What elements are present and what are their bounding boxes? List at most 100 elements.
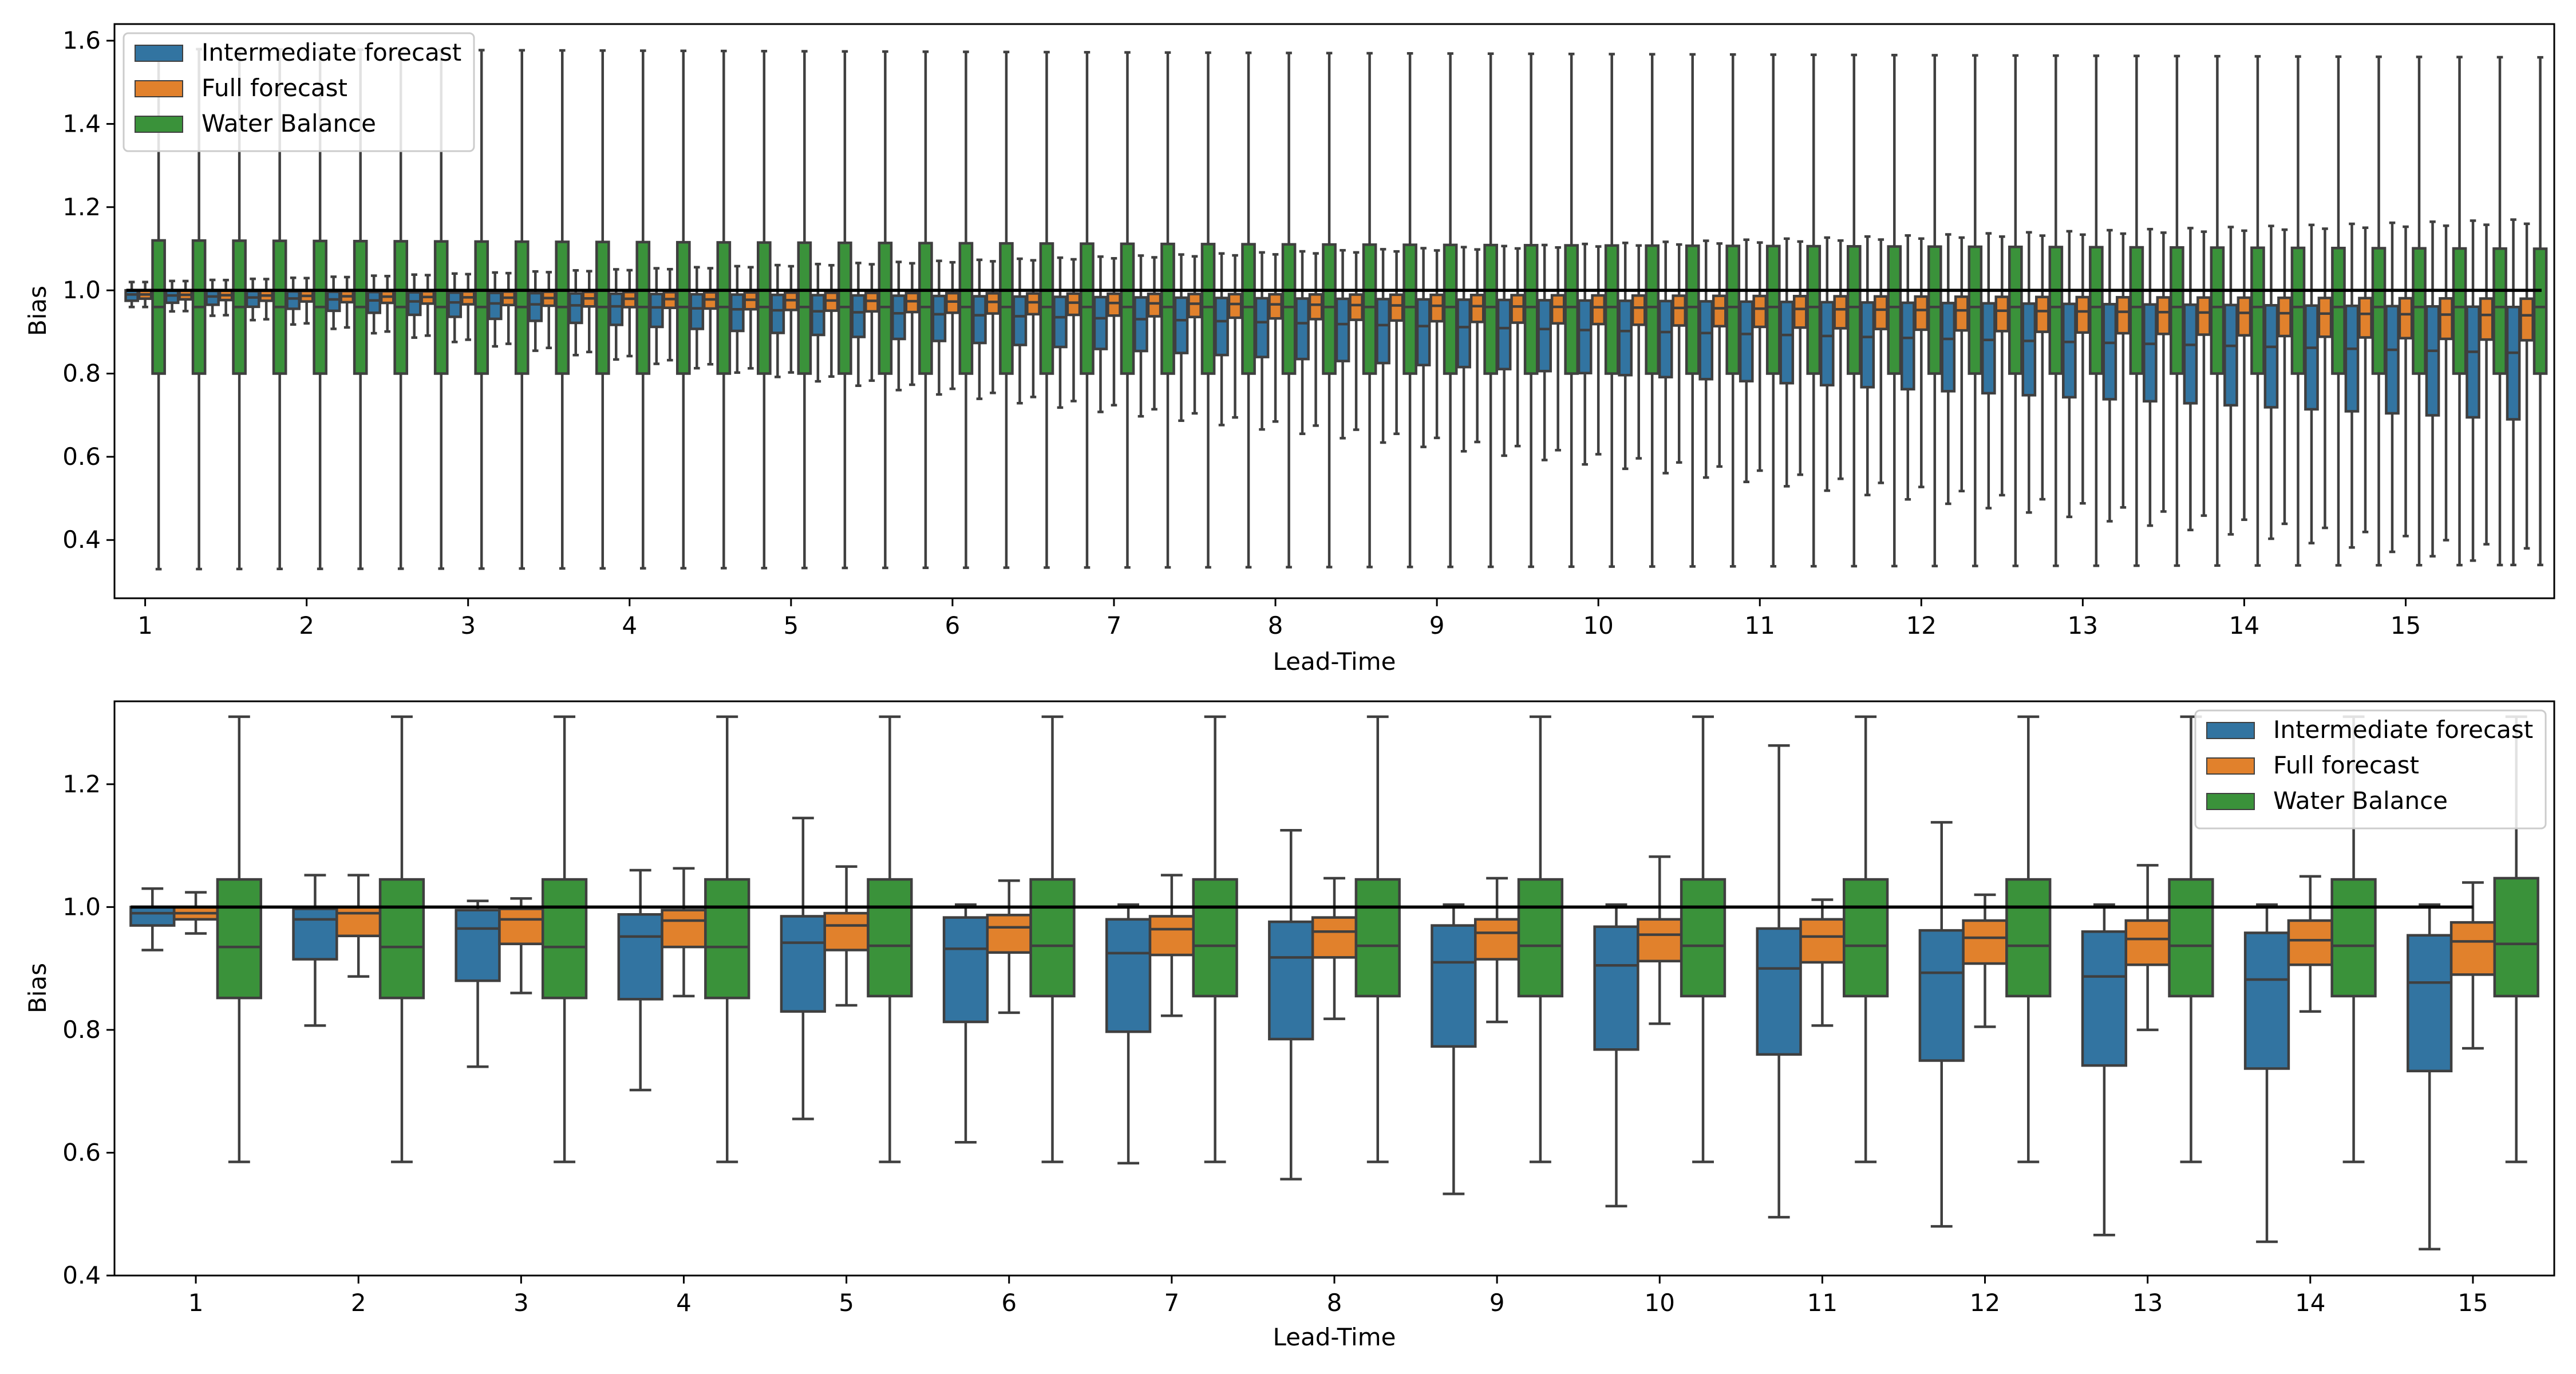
top-box-intermediate-17 (770, 263, 785, 378)
top-box-intermediate-39 (1658, 240, 1673, 475)
top-box-full-22-body (985, 292, 1001, 315)
top-box-full-34 (1469, 248, 1485, 444)
top-box-intermediate-15 (689, 266, 705, 370)
top-box-full-45-body (1914, 295, 1929, 331)
bottom-box-intermediate-13-body (2081, 930, 2128, 1067)
bottom-box-intermediate-10 (1593, 903, 1639, 1208)
top-legend-label-intermediate: Intermediate forecast (202, 38, 461, 66)
top-box-intermediate-40-body (1698, 300, 1714, 381)
top-box-water-51-body (2170, 246, 2184, 375)
top-box-water-45 (1927, 54, 1942, 567)
top-box-water-59 (2492, 56, 2507, 567)
top-box-full-43 (1833, 239, 1848, 480)
top-box-intermediate-53-body (2223, 303, 2238, 407)
top-box-intermediate-55-body (2304, 304, 2319, 411)
top-box-intermediate-50-body (2102, 303, 2117, 401)
bottom-box-water-1 (216, 715, 262, 1163)
top-ytick-label: 0.6 (62, 443, 101, 471)
top-box-water-15 (716, 49, 732, 570)
top-xtick-label: 1 (137, 611, 153, 639)
top-box-intermediate-51-body (2143, 303, 2158, 403)
top-box-intermediate-53 (2223, 226, 2238, 536)
top-x-axis: 1 2 3 4 5 6 7 8 9 10 11 12 13 14 15 (137, 598, 2421, 639)
bottom-box-full-8 (1311, 876, 1358, 1020)
top-box-full-21-body (945, 291, 960, 314)
top-box-full-2 (178, 279, 193, 313)
bottom-box-water-11 (1843, 715, 1889, 1163)
bottom-box-water-13-body (2168, 878, 2214, 998)
top-box-full-14 (662, 267, 678, 362)
top-box-intermediate-44-body (1860, 301, 1875, 389)
top-box-full-38 (1631, 244, 1646, 460)
top-box-full-30 (1308, 252, 1323, 427)
top-box-water-27-body (1200, 243, 1216, 375)
top-xtick-label: 12 (1906, 611, 1937, 639)
bottom-box-full-9 (1473, 876, 1520, 1024)
top-box-water-30 (1322, 52, 1337, 568)
top-box-full-55-body (2317, 297, 2333, 338)
top-ytick-label: 0.8 (62, 360, 101, 388)
bottom-box-water-13 (2168, 715, 2214, 1163)
top-box-full-23 (1026, 259, 1041, 398)
top-box-full-57-body (2398, 297, 2413, 339)
top-box-intermediate-6-body (326, 290, 341, 313)
top-box-water-20 (918, 50, 933, 570)
top-box-intermediate-60 (2506, 218, 2521, 567)
top-box-full-34-body (1469, 294, 1485, 323)
bottom-box-water-9-body (1517, 878, 1564, 998)
bottom-ytick-label: 0.8 (62, 1016, 101, 1044)
bottom-box-full-4-body (661, 909, 707, 949)
top-box-intermediate-41 (1739, 238, 1754, 483)
top-box-intermediate-31 (1335, 248, 1350, 440)
bottom-xtick-label: 15 (2458, 1289, 2488, 1317)
top-box-intermediate-16 (730, 264, 745, 374)
top-box-full-47 (1994, 235, 2010, 497)
top-box-water-41-body (1765, 244, 1781, 375)
bottom-xtick-label: 11 (1807, 1289, 1838, 1317)
top-box-intermediate-28 (1214, 252, 1229, 427)
top-box-water-40-body (1725, 244, 1741, 375)
bottom-box-intermediate-14 (2243, 903, 2290, 1243)
top-box-full-31-body (1349, 293, 1364, 321)
top-box-full-51 (2156, 231, 2171, 513)
top-box-water-50-body (2129, 246, 2144, 375)
top-box-full-43-body (1833, 295, 1848, 330)
top-box-full-54-body (2277, 296, 2292, 338)
top-y-axis: 0.4 0.6 0.8 1.0 1.2 1.4 1.6 (62, 26, 114, 554)
top-box-full-21 (945, 260, 960, 390)
top-box-water-52 (2210, 54, 2225, 567)
top-box-water-55-body (2331, 246, 2346, 375)
bottom-box-water-8-body (1354, 878, 1401, 998)
top-box-water-19 (878, 50, 893, 570)
top-box-intermediate-46 (1941, 233, 1956, 506)
bottom-box-full-5-body (823, 911, 870, 951)
top-box-intermediate-37 (1577, 242, 1593, 466)
top-box-intermediate-12-body (568, 292, 583, 325)
bottom-box-water-3-body (541, 878, 588, 1000)
top-box-intermediate-30-body (1295, 297, 1310, 361)
top-box-full-50 (2116, 232, 2131, 509)
top-box-full-60-body (2519, 297, 2534, 342)
bottom-box-water-5-body (867, 878, 913, 998)
bottom-box-full-6 (986, 879, 1032, 1014)
top-box-water-33-body (1443, 243, 1458, 375)
bottom-box-full-12-body (1962, 919, 2008, 965)
top-box-water-44 (1887, 53, 1902, 568)
bottom-box-full-14-body (2287, 919, 2333, 966)
top-ytick-label: 0.4 (62, 526, 101, 554)
top-box-full-33-body (1429, 293, 1444, 323)
top-box-full-52-body (2196, 296, 2211, 336)
bottom-box-intermediate-7-body (1105, 918, 1152, 1033)
top-box-water-44-body (1887, 245, 1902, 375)
top-box-water-51 (2170, 54, 2184, 567)
top-box-full-13 (622, 269, 637, 358)
top-box-water-24-body (1080, 242, 1095, 375)
top-box-intermediate-56-body (2344, 305, 2360, 413)
top-box-full-42 (1792, 240, 1808, 476)
bottom-box-water-6-body (1029, 878, 1076, 998)
top-box-intermediate-26 (1133, 254, 1148, 418)
bottom-box-water-11-body (1843, 878, 1889, 998)
bottom-box-water-10-body (1680, 878, 1726, 998)
top-box-intermediate-47-body (1981, 302, 1996, 395)
top-box-full-26-body (1147, 293, 1162, 318)
